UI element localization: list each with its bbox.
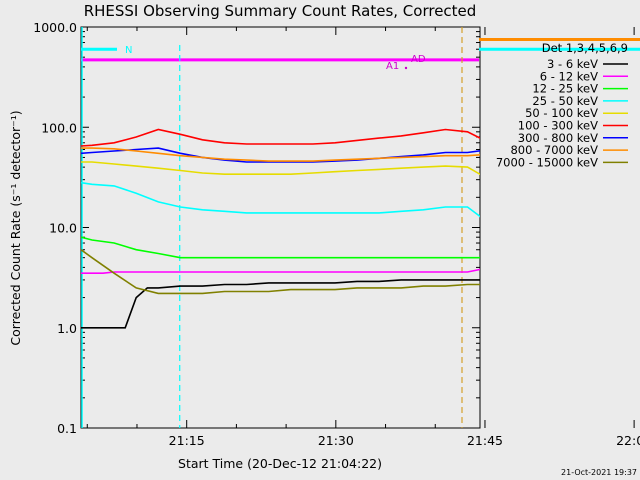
x-tick-label: 21:30: [318, 433, 354, 448]
chart-title: RHESSI Observing Summary Count Rates, Co…: [84, 2, 477, 20]
legend-label-5: 50 - 100 keV: [525, 106, 598, 120]
series-line-4: [81, 181, 480, 218]
x-tick-label: 22:00: [616, 433, 640, 448]
series-line-7: [81, 147, 480, 163]
flag-ad-label: AD: [411, 54, 426, 65]
legend-label-3: 12 - 25 keV: [532, 82, 598, 96]
series-line-3: [81, 236, 480, 259]
legend-label-6: 100 - 300 keV: [518, 119, 598, 133]
series-line-8: [81, 147, 480, 162]
y-tick-label: 1000.0: [33, 20, 77, 35]
y-tick-label: 10.0: [49, 221, 77, 236]
flag-n-label: N: [125, 45, 132, 56]
x-axis-label: Start Time (20-Dec-12 21:04:22): [178, 456, 382, 471]
flag-a1-label: A1: [386, 61, 399, 72]
flag-a1-marker: [404, 66, 408, 70]
series-line-5: [81, 161, 480, 176]
series-line-2: [81, 268, 480, 275]
series-line-9: [81, 249, 480, 295]
y-tick-label: 1.0: [57, 321, 77, 336]
legend-label-4: 25 - 50 keV: [532, 94, 598, 108]
y-axis-label: Corrected Count Rate (s⁻¹ detector⁻¹): [8, 110, 23, 345]
legend-title: Det 1,3,4,5,6,9: [542, 41, 628, 55]
legend-label-2: 6 - 12 keV: [540, 69, 598, 83]
series-line-6: [81, 128, 480, 147]
y-tick-label: 0.1: [57, 421, 77, 436]
footer-timestamp: 21-Oct-2021 19:37: [561, 468, 637, 477]
legend-label-8: 800 - 7000 keV: [510, 143, 598, 157]
legend-label-7: 300 - 800 keV: [518, 131, 598, 145]
y-tick-label: 100.0: [41, 120, 77, 135]
legend-label-9: 7000 - 15000 keV: [496, 155, 598, 169]
plot-area: 1000.0 100.0 10.0 1.0 0.1 21:15 21:30 21:45 22:0…: [33, 20, 640, 448]
x-tick-label: 21:45: [467, 433, 503, 448]
x-tick-label: 21:15: [169, 433, 205, 448]
legend-label-1: 3 - 6 keV: [547, 57, 598, 71]
series-line-1: [81, 279, 480, 329]
